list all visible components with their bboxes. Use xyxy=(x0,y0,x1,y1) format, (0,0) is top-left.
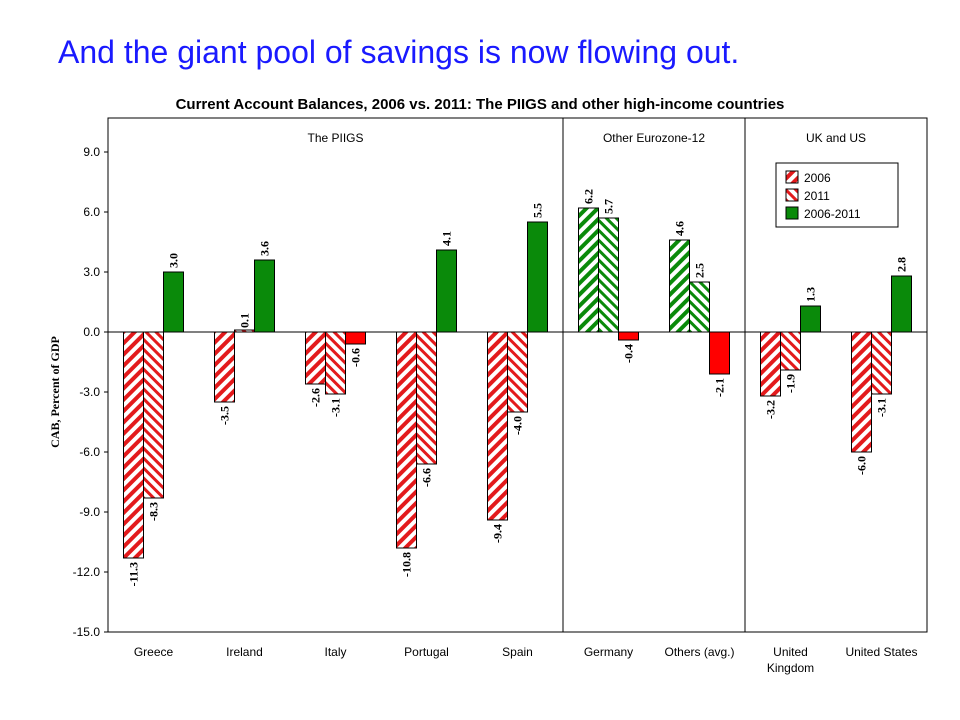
x-tick-label-germany: Germany xyxy=(584,645,633,659)
data-label-spain-2011: -4.0 xyxy=(511,416,525,435)
bar-greece-2006-2011 xyxy=(163,271,184,333)
bar-spain-2011 xyxy=(507,331,528,413)
bar-italy-2006-2011 xyxy=(345,331,366,345)
data-label-portugal-2006: -10.8 xyxy=(400,552,414,577)
y-axis-label: CAB, Percent of GDP xyxy=(48,336,62,448)
data-label-italy-2006-2011: -0.6 xyxy=(349,348,363,367)
bar-ireland-2006-2011 xyxy=(254,259,275,333)
bar-spain-2006 xyxy=(487,331,508,521)
legend-label-2011: 2011 xyxy=(804,189,830,203)
data-label-ireland-extra: 0.1 xyxy=(238,313,252,328)
data-label-germany-2006-2011: -0.4 xyxy=(622,344,636,363)
bar-germany-2006-2011 xyxy=(618,331,639,341)
slide-title: And the giant pool of savings is now flo… xyxy=(58,34,740,70)
group-label-other-eurozone-12: Other Eurozone-12 xyxy=(603,131,705,145)
y-tick-label: -6.0 xyxy=(79,445,100,459)
bar-united-states-2006-2011 xyxy=(891,275,912,333)
x-tick-label-united-kingdom: Kingdom xyxy=(767,661,814,675)
data-label-germany-2006: 6.2 xyxy=(582,189,596,204)
data-label-others-avg-2011: 2.5 xyxy=(693,263,707,278)
data-label-spain-2006: -9.4 xyxy=(491,524,505,543)
group-label-the-piigs: The PIIGS xyxy=(307,131,363,145)
legend-swatch-2011 xyxy=(785,188,799,202)
data-label-greece-2006-2011: 3.0 xyxy=(167,253,181,268)
data-label-germany-2011: 5.7 xyxy=(602,199,616,214)
data-label-italy-2006: -2.6 xyxy=(309,388,323,407)
y-tick-label: -12.0 xyxy=(73,565,101,579)
bar-spain-2006-2011 xyxy=(527,221,548,333)
data-label-united-kingdom-2006: -3.2 xyxy=(764,400,778,419)
data-label-portugal-2006-2011: 4.1 xyxy=(440,231,454,246)
x-tick-label-spain: Spain xyxy=(502,645,533,659)
bar-united-states-2006 xyxy=(851,331,872,453)
bar-portugal-2011 xyxy=(416,331,437,465)
bar-italy-2006 xyxy=(305,331,326,385)
data-label-united-kingdom-2011: -1.9 xyxy=(784,374,798,393)
data-label-italy-2011: -3.1 xyxy=(329,398,343,417)
bar-ireland-2006 xyxy=(214,331,235,403)
data-label-portugal-2011: -6.6 xyxy=(420,468,434,487)
data-label-greece-2011: -8.3 xyxy=(147,502,161,521)
x-tick-label-united-states: United States xyxy=(845,645,917,659)
bar-greece-2011 xyxy=(143,331,164,499)
bar-united-kingdom-2006-2011 xyxy=(800,305,821,333)
bar-germany-2011 xyxy=(598,217,619,333)
bar-united-kingdom-2006 xyxy=(760,331,781,397)
data-label-united-kingdom-2006-2011: 1.3 xyxy=(804,287,818,302)
x-tick-label-portugal: Portugal xyxy=(404,645,449,659)
y-tick-label: 9.0 xyxy=(83,145,100,159)
data-label-others-avg-2006: 4.6 xyxy=(673,221,687,236)
y-tick-label: -3.0 xyxy=(79,385,100,399)
y-tick-label: 6.0 xyxy=(83,205,100,219)
x-tick-label-united-kingdom: United xyxy=(773,645,808,659)
y-tick-label: -15.0 xyxy=(73,625,101,639)
bar-portugal-2006 xyxy=(396,331,417,549)
y-tick-label: -9.0 xyxy=(79,505,100,519)
x-tick-label-ireland: Ireland xyxy=(226,645,263,659)
bar-united-kingdom-2011 xyxy=(780,331,801,371)
x-tick-label-others-avg: Others (avg.) xyxy=(664,645,734,659)
data-label-united-states-2006: -6.0 xyxy=(855,456,869,475)
legend-swatch-2006-2011 xyxy=(785,206,799,220)
plot-frame xyxy=(107,117,928,633)
data-label-greece-2006: -11.3 xyxy=(127,562,141,586)
bar-ireland-2011 xyxy=(234,329,255,333)
data-label-others-avg-2006-2011: -2.1 xyxy=(713,378,727,397)
x-tick-label-italy: Italy xyxy=(324,645,346,659)
y-tick-label: 0.0 xyxy=(83,325,100,339)
y-tick-label: 3.0 xyxy=(83,265,100,279)
data-label-united-states-2006-2011: 2.8 xyxy=(895,257,909,272)
legend-label-2006: 2006 xyxy=(804,171,831,185)
bar-greece-2006 xyxy=(123,331,144,559)
chart-title: Current Account Balances, 2006 vs. 2011:… xyxy=(176,96,785,113)
bar-italy-2011 xyxy=(325,331,346,395)
bar-others-avg-2006 xyxy=(669,239,690,333)
x-tick-label-greece: Greece xyxy=(134,645,174,659)
bar-others-avg-2011 xyxy=(689,281,710,333)
bar-united-states-2011 xyxy=(871,331,892,395)
bar-germany-2006 xyxy=(578,207,599,333)
data-label-ireland-2006-2011: 3.6 xyxy=(258,241,272,256)
legend-swatch-2006 xyxy=(785,170,799,184)
group-label-uk-and-us: UK and US xyxy=(806,131,866,145)
data-label-united-states-2011: -3.1 xyxy=(875,398,889,417)
data-label-ireland-2006: -3.5 xyxy=(218,406,232,425)
bar-others-avg-2006-2011 xyxy=(709,331,730,375)
legend-label-2006-2011: 2006-2011 xyxy=(804,207,861,221)
data-label-spain-2006-2011: 5.5 xyxy=(531,203,545,218)
bar-portugal-2006-2011 xyxy=(436,249,457,333)
